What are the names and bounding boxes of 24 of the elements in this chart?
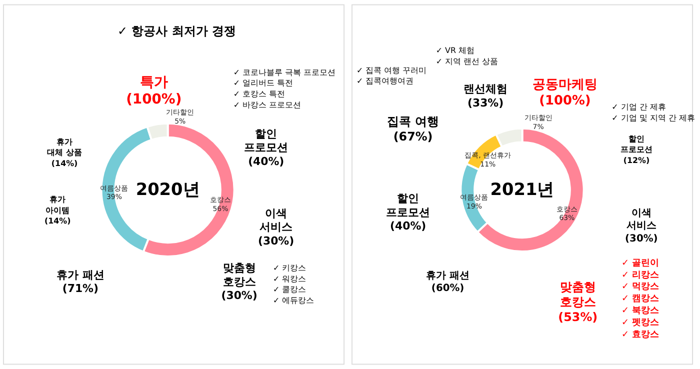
text: ✓ 코로나블루 극복 프로모션 ✓ 얼리버드 특전 ✓ 호캉스 특전 ✓ 바캉스 프로모션 — [233, 68, 336, 110]
text: 공동마케팅 (100%) — [532, 78, 598, 109]
text: ✓ 골린이 ✓ 리캉스 ✓ 먹캉스 ✓ 캠캉스 ✓ 북캉스 ✓ 펫캉스 ✓ 효캉스 — [622, 258, 660, 340]
text: ✓ 기업 간 제휴 ✓ 기업 및 지역 간 제휴 — [612, 102, 695, 122]
text: 휴가 아이템 (14%) — [44, 194, 71, 226]
text: ✓ 키캉스 ✓ 워캉스 ✓ 쿨캉스 ✓ 에듀캉스 — [273, 263, 314, 306]
text: 할인 프로모션 (12%) — [620, 134, 652, 166]
text: 집콕 여행 (67%) — [386, 114, 440, 144]
text: 2021년 — [490, 178, 554, 199]
text: 할인 프로모션 (40%) — [386, 192, 430, 233]
text: 휴가 패션 (71%) — [56, 268, 104, 296]
text: 2020년 — [136, 178, 200, 199]
text: ✓ VR 체험 ✓ 지역 랜선 상품 — [436, 46, 498, 66]
text: 랜선체험 (33%) — [464, 82, 508, 110]
text: 휴가 대체 상품 (14%) — [47, 137, 82, 168]
text: ✓ 항공사 최저가 경쟁 — [118, 24, 236, 38]
text: 휴가 패션 (60%) — [426, 270, 470, 294]
text: 맞춤형 호캉스 (30%) — [221, 261, 258, 302]
text: 할인 프로모션 (40%) — [244, 127, 288, 168]
text: ✓ 집콕 여행 꾸러미 ✓ 집콕여행여권 — [356, 66, 427, 86]
text: 특가 (100%) — [126, 74, 182, 108]
text: 이색 서비스 (30%) — [258, 206, 294, 248]
text: 이색 서비스 (30%) — [625, 208, 658, 245]
text: 맞춤형 호캉스 (53%) — [558, 280, 598, 324]
